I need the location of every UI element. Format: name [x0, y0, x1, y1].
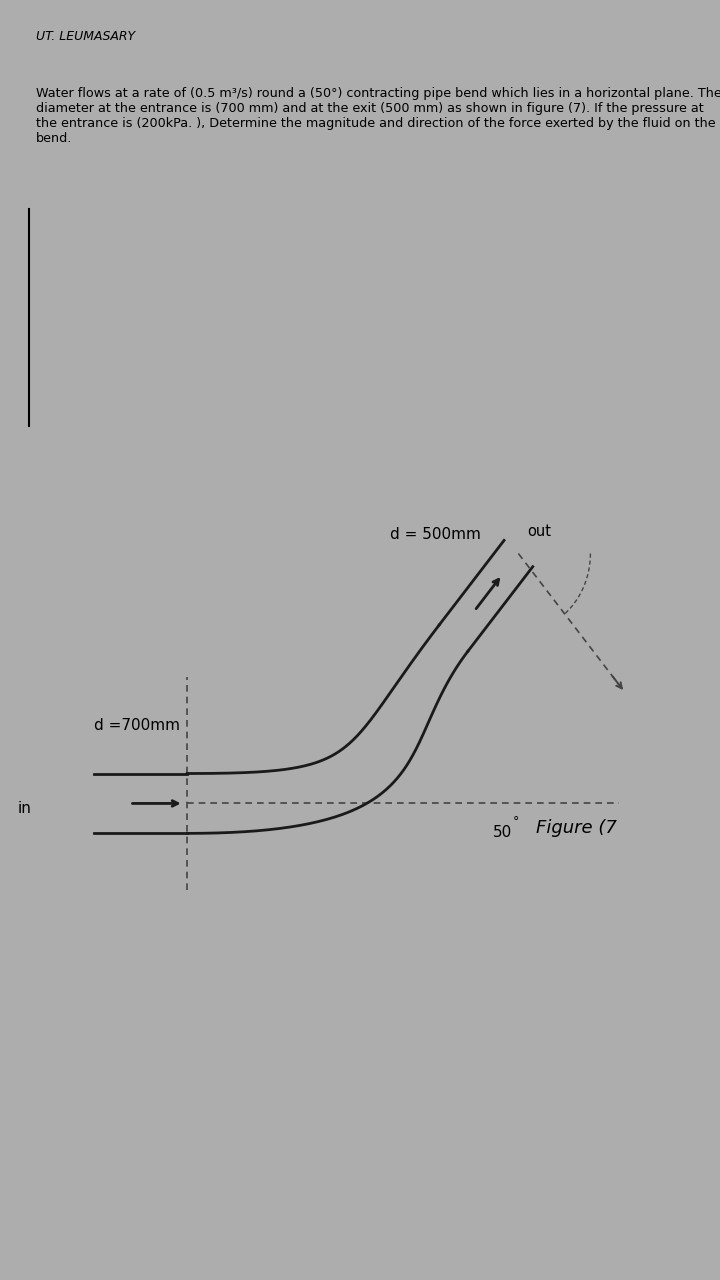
Text: out: out: [527, 525, 551, 539]
Text: UT. LEUMASARY: UT. LEUMASARY: [36, 31, 135, 44]
Text: °: °: [513, 815, 519, 828]
Text: 50: 50: [493, 824, 513, 840]
Text: Water flows at a rate of (0.5 m³/s) round a (50°) contracting pipe bend which li: Water flows at a rate of (0.5 m³/s) roun…: [36, 87, 720, 145]
Text: d = 500mm: d = 500mm: [390, 527, 481, 543]
Text: in: in: [18, 801, 32, 815]
Text: d =700mm: d =700mm: [94, 718, 179, 733]
Text: Figure (7: Figure (7: [536, 819, 617, 837]
